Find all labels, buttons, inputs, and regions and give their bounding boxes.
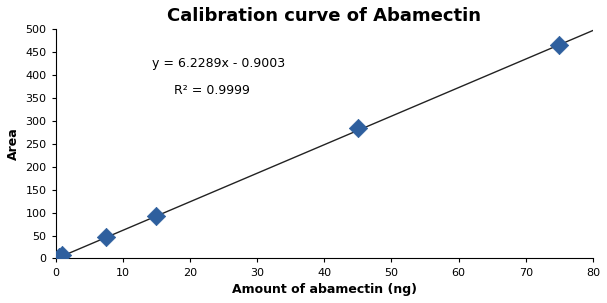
Point bbox=[353, 125, 363, 130]
Point bbox=[101, 235, 111, 240]
Y-axis label: Area: Area bbox=[7, 128, 20, 160]
Text: y = 6.2289x - 0.9003: y = 6.2289x - 0.9003 bbox=[152, 57, 285, 70]
X-axis label: Amount of abamectin (ng): Amount of abamectin (ng) bbox=[232, 283, 417, 296]
Point bbox=[54, 255, 64, 260]
Point bbox=[58, 252, 67, 257]
Title: Calibration curve of Abamectin: Calibration curve of Abamectin bbox=[168, 7, 481, 25]
Point bbox=[152, 213, 161, 218]
Point bbox=[555, 42, 565, 47]
Text: R² = 0.9999: R² = 0.9999 bbox=[174, 84, 249, 97]
